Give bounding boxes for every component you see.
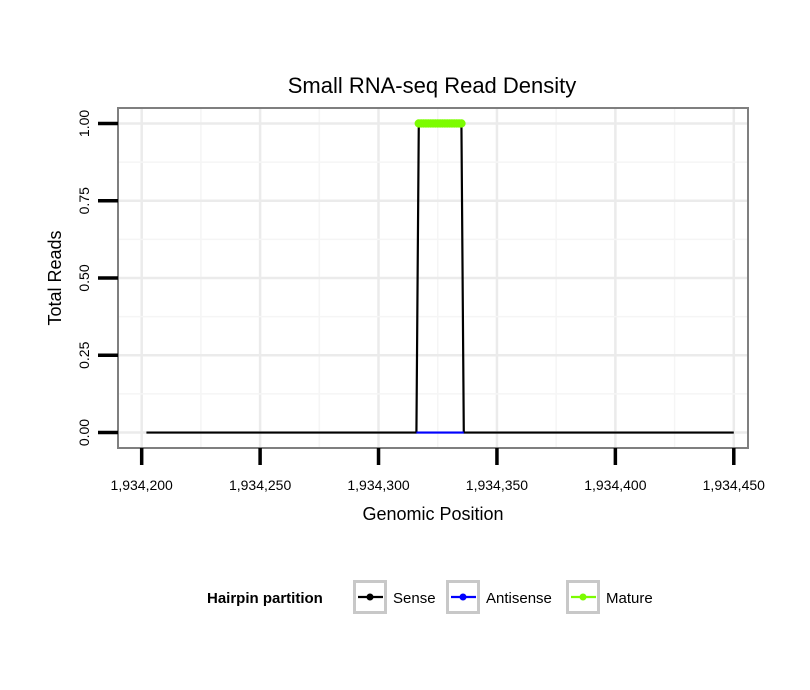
x-tick-label: 1,934,250 [229,477,291,493]
legend-key-point [366,593,374,601]
x-tick-label: 1,934,350 [466,477,528,493]
x-tick-label: 1,934,450 [703,477,765,493]
x-tick-label: 1,934,400 [584,477,646,493]
y-tick-label: 0.50 [76,264,92,291]
y-axis-title: Total Reads [45,230,65,325]
x-axis-title: Genomic Position [362,504,503,524]
legend: Hairpin partition Sense Antisense Mature [207,580,653,614]
legend-key-point [459,593,467,601]
x-axis: 1,934,200 1,934,250 1,934,300 1,934,350 1,93… [111,448,765,493]
legend-label: Sense [393,590,436,607]
grid [118,108,748,448]
legend-item-antisense: Antisense [446,580,552,614]
series-layer [146,119,734,434]
legend-label: Mature [606,590,653,607]
series-mature [414,119,466,128]
legend-item-mature: Mature [566,580,653,614]
y-tick-label: 0.75 [76,187,92,214]
x-tick-label: 1,934,200 [111,477,173,493]
y-tick-label: 1.00 [76,110,92,137]
y-tick-label: 0.25 [76,341,92,368]
legend-key-point [579,593,587,601]
data-point-mature [457,119,466,128]
x-tick-label: 1,934,300 [347,477,409,493]
legend-item-sense: Sense [353,580,436,614]
y-tick-label: 0.00 [76,419,92,446]
y-axis: 0.00 0.25 0.50 0.75 1.00 [76,110,118,446]
legend-label: Antisense [486,590,552,607]
legend-title: Hairpin partition [207,590,323,607]
chart-title: Small RNA-seq Read Density [288,73,577,98]
